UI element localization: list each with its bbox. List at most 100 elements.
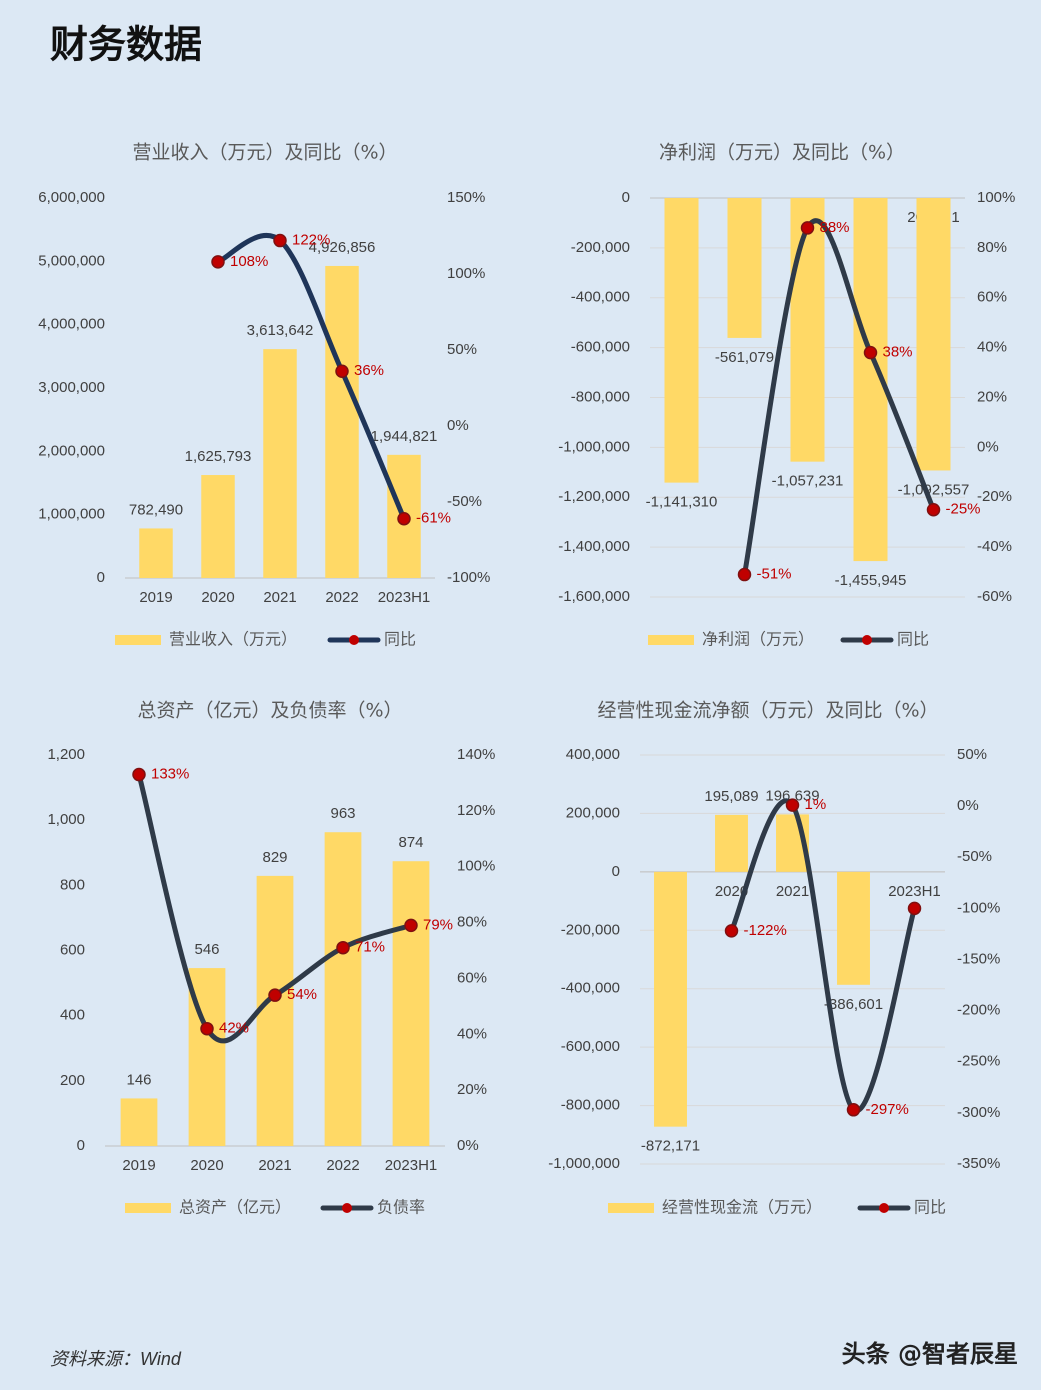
- marker: [785, 798, 800, 812]
- bar: [837, 871, 870, 985]
- bar-label: 195,089: [704, 788, 758, 805]
- marker: [336, 940, 350, 955]
- legend-label: 同比: [914, 1198, 946, 1217]
- y-tick-label: 1,000: [47, 811, 85, 828]
- y-tick-label: -1,600,000: [558, 588, 630, 605]
- y-tick-label: -1,000,000: [548, 1155, 620, 1172]
- legend-swatch: [608, 1203, 654, 1213]
- y2-tick-label: 0%: [977, 438, 999, 455]
- y-tick-label: -400,000: [571, 289, 630, 306]
- line: [742, 218, 936, 578]
- marker: [404, 918, 418, 933]
- y-tick-label: 200: [60, 1072, 85, 1089]
- y-tick-label: 4,000,000: [38, 316, 105, 333]
- y2-tick-label: -60%: [977, 588, 1012, 605]
- line-label: 42%: [219, 1020, 249, 1037]
- source: 资料来源：Wind: [50, 1349, 182, 1369]
- y-tick-label: -1,200,000: [558, 488, 630, 505]
- marker: [200, 1021, 214, 1036]
- y2-tick-label: 100%: [447, 265, 485, 282]
- y2-tick-label: -50%: [447, 493, 482, 510]
- y-tick-label: 400,000: [566, 746, 620, 763]
- legend-swatch: [125, 1203, 171, 1213]
- line-label: 122%: [292, 232, 330, 249]
- y2-tick-label: 80%: [977, 239, 1007, 256]
- y2-tick-label: -20%: [977, 488, 1012, 505]
- line-label: -61%: [416, 510, 451, 527]
- y-tick-label: -400,000: [561, 980, 620, 997]
- marker: [737, 567, 752, 582]
- y2-tick-label: 20%: [457, 1081, 487, 1098]
- y2-tick-label: -40%: [977, 538, 1012, 555]
- legend-label: 经营性现金流（万元）: [662, 1198, 822, 1217]
- bar-label: 196,639: [765, 787, 819, 804]
- legend-label: 负债率: [377, 1198, 425, 1217]
- y-tick-label: 400: [60, 1007, 85, 1024]
- legend-label: 总资产（亿元）: [179, 1198, 291, 1217]
- y-tick-label: 600: [60, 941, 85, 958]
- bar-label: -561,079: [715, 349, 774, 366]
- line-label: 79%: [423, 916, 453, 933]
- line-label: 38%: [883, 344, 913, 361]
- x-tick-label: 2023H1: [888, 883, 941, 900]
- y-tick-label: -600,000: [571, 339, 630, 356]
- y2-tick-label: -300%: [957, 1104, 1000, 1121]
- x-tick-label: 2021: [258, 1157, 291, 1174]
- legend-marker: [879, 1203, 889, 1213]
- x-tick-label: 2021: [263, 589, 296, 606]
- bar: [715, 814, 748, 872]
- line-label: -51%: [757, 566, 792, 583]
- y2-tick-label: 20%: [977, 388, 1007, 405]
- y-tick-label: 3,000,000: [38, 379, 105, 396]
- legend-label: 同比: [897, 630, 929, 649]
- x-tick-label: 2022: [326, 1157, 359, 1174]
- marker: [273, 233, 287, 248]
- y-tick-label: 5,000,000: [38, 252, 105, 269]
- y2-tick-label: 50%: [447, 341, 477, 358]
- marker: [397, 511, 411, 526]
- bar-label: 782,490: [129, 501, 183, 518]
- marker: [846, 1103, 861, 1117]
- legend-swatch: [648, 635, 694, 645]
- line-label: 88%: [820, 219, 850, 236]
- page-title: 财务数据: [50, 23, 202, 67]
- bar-label: -1,455,945: [835, 572, 907, 589]
- bar: [201, 475, 235, 578]
- legend-swatch: [115, 635, 161, 645]
- y2-tick-label: 50%: [957, 746, 987, 763]
- x-tick-label: 2019: [139, 589, 172, 606]
- line-label: -25%: [946, 501, 981, 518]
- y2-tick-label: 100%: [457, 858, 495, 875]
- chart-title: 总资产（亿元）及负债率（%）: [137, 700, 402, 722]
- line: [729, 798, 917, 1114]
- legend-label: 营业收入（万元）: [169, 630, 297, 649]
- bar-label: 963: [330, 805, 355, 822]
- x-tick-label: 2021: [776, 883, 809, 900]
- y2-tick-label: 60%: [457, 969, 487, 986]
- y-tick-label: -600,000: [561, 1038, 620, 1055]
- line-label: -122%: [744, 922, 787, 939]
- bar-label: 4,926,856: [309, 239, 376, 256]
- bar-label: 146: [126, 1071, 151, 1088]
- line-label: -297%: [866, 1101, 909, 1118]
- y2-tick-label: -50%: [957, 848, 992, 865]
- bar: [139, 528, 173, 578]
- bar-label: 874: [398, 834, 423, 851]
- marker: [335, 364, 349, 379]
- bar: [916, 198, 951, 471]
- marker: [268, 988, 282, 1002]
- bar: [392, 861, 430, 1146]
- y-tick-label: 0: [77, 1137, 85, 1154]
- y2-tick-label: -100%: [957, 899, 1000, 916]
- line: [215, 232, 407, 522]
- y-tick-label: 0: [612, 863, 620, 880]
- y-tick-label: -200,000: [561, 921, 620, 938]
- x-tick-label: 2023H1: [385, 1157, 438, 1174]
- y2-tick-label: 0%: [447, 417, 469, 434]
- line-label: 54%: [287, 986, 317, 1003]
- y2-tick-label: -200%: [957, 1002, 1000, 1019]
- line-label: 133%: [151, 766, 189, 783]
- chart-title: 营业收入（万元）及同比（%）: [132, 142, 397, 164]
- watermark: 头条 @智者辰星: [842, 1340, 1018, 1368]
- marker: [724, 924, 739, 938]
